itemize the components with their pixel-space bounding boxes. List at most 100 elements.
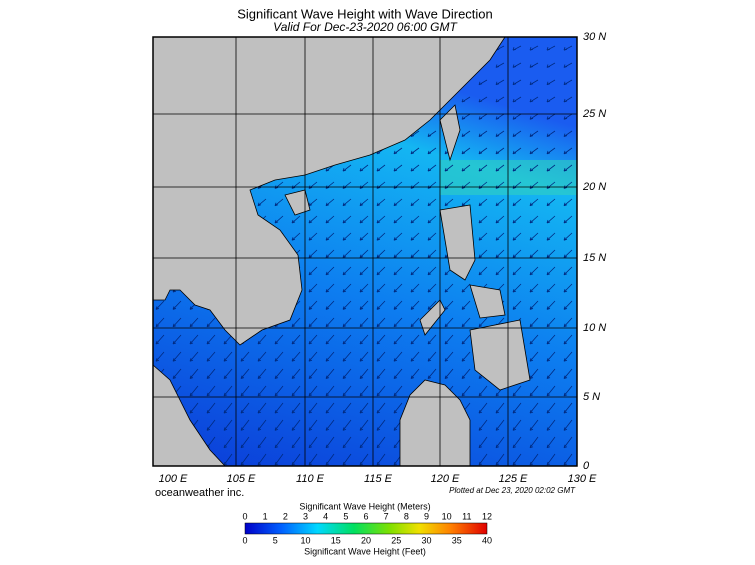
subtitle: Valid For Dec-23-2020 06:00 GMT: [273, 20, 458, 34]
wave-arrow: [546, 62, 556, 68]
wave-arrow: [308, 368, 318, 379]
wave-arrow: [325, 385, 335, 397]
lat-label: 15 N: [583, 252, 606, 264]
wave-arrow: [189, 385, 199, 397]
wave-arrow: [512, 96, 522, 103]
wave-arrow: [393, 300, 403, 310]
wave-arrow: [529, 62, 539, 68]
wave-arrow: [563, 164, 573, 172]
wave-arrow: [393, 351, 403, 362]
wave-arrow: [410, 147, 420, 155]
wave-arrow: [376, 436, 386, 449]
wave-arrow: [478, 198, 488, 207]
wave-arrow: [240, 402, 250, 414]
wave-arrow: [529, 385, 539, 397]
wave-arrow: [274, 351, 284, 362]
wave-arrow: [410, 300, 420, 310]
wave-arrow: [206, 419, 216, 431]
wave-arrow: [325, 215, 335, 224]
wave-arrow: [478, 436, 488, 449]
wave-arrow: [274, 368, 284, 379]
wave-arrow: [325, 368, 335, 379]
wave-arrow: [444, 300, 454, 310]
wave-arrow: [461, 317, 471, 328]
wave-arrow: [223, 402, 233, 414]
meters-tick: 5: [343, 511, 348, 521]
wave-arrow: [342, 232, 352, 241]
map: [153, 37, 577, 466]
wave-arrow: [427, 130, 437, 137]
wave-arrow: [495, 453, 505, 466]
wave-arrow: [512, 232, 522, 241]
wave-arrow: [478, 419, 488, 431]
wave-arrow: [410, 215, 420, 224]
wave-arrow: [359, 453, 369, 466]
meters-tick: 8: [404, 511, 409, 521]
wave-arrow: [308, 249, 318, 258]
wave-arrow: [563, 385, 573, 397]
wave-arrow: [444, 283, 454, 293]
feet-tick: 20: [361, 535, 371, 545]
wave-arrow: [563, 266, 573, 276]
wave-arrow: [563, 96, 573, 103]
wave-arrow: [223, 351, 233, 362]
meters-tick: 0: [242, 511, 247, 521]
feet-tick: 25: [391, 535, 401, 545]
title: Significant Wave Height with Wave Direct…: [237, 6, 493, 21]
wave-arrow: [257, 351, 267, 362]
wave-arrow: [257, 419, 267, 431]
wave-arrow: [563, 402, 573, 414]
wave-arrow: [427, 351, 437, 362]
wave-arrow: [546, 79, 556, 86]
wave-arrow: [291, 334, 301, 345]
wave-arrow: [325, 402, 335, 414]
wave-arrow: [563, 198, 573, 207]
wave-arrow: [376, 317, 386, 328]
wave-arrow: [563, 147, 573, 155]
wave-arrow: [546, 300, 556, 310]
wave-arrow: [546, 96, 556, 103]
wave-arrow: [478, 453, 488, 466]
wave-arrow: [427, 266, 437, 276]
wave-arrow: [563, 453, 573, 466]
wave-arrow: [308, 300, 318, 310]
wave-arrow: [308, 317, 318, 328]
wave-arrow: [325, 198, 335, 207]
wave-arrow: [376, 198, 386, 207]
wave-arrow: [512, 215, 522, 224]
lat-label: 30 N: [583, 31, 606, 43]
wave-arrow: [376, 351, 386, 362]
wave-arrow: [478, 402, 488, 414]
feet-tick: 40: [482, 535, 492, 545]
wave-arrow: [410, 198, 420, 207]
wave-arrow: [274, 402, 284, 414]
wave-arrow: [512, 147, 522, 155]
wave-arrow: [444, 368, 454, 379]
wave-arrow: [376, 453, 386, 466]
meters-tick: 4: [323, 511, 328, 521]
lon-label: 110 E: [296, 473, 325, 485]
wave-arrow: [223, 419, 233, 431]
wave-arrow: [308, 453, 318, 466]
wave-arrow: [461, 147, 471, 155]
wave-arrow: [512, 385, 522, 397]
lat-label: 20 N: [582, 181, 606, 193]
wave-arrow: [478, 147, 488, 155]
wave-arrow: [495, 198, 505, 207]
wave-arrow: [393, 283, 403, 293]
wave-arrow: [512, 436, 522, 449]
wave-arrow: [325, 419, 335, 431]
wave-arrow: [291, 402, 301, 414]
wave-arrow: [461, 300, 471, 310]
lon-label: 125 E: [499, 473, 528, 485]
wave-arrow: [223, 368, 233, 379]
wave-arrow: [546, 419, 556, 431]
wave-arrow: [529, 402, 539, 414]
wave-arrow: [342, 249, 352, 258]
lon-label: 130 E: [568, 473, 597, 485]
wave-arrow: [172, 334, 182, 345]
meters-tick: 11: [462, 511, 471, 521]
wave-arrow: [274, 334, 284, 345]
wave-arrow: [376, 419, 386, 431]
wave-arrow: [291, 436, 301, 449]
